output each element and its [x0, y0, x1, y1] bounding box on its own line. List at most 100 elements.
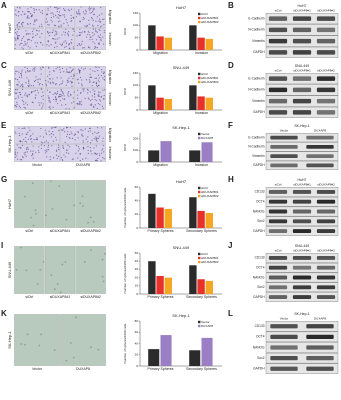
cell-dot — [26, 151, 28, 153]
cell-dot — [97, 348, 100, 351]
cell-dot — [78, 9, 80, 11]
cell-dot — [85, 13, 87, 15]
cell-dot — [16, 101, 18, 103]
cell-dot — [14, 13, 16, 15]
cell-dot — [92, 24, 94, 26]
cell-dot — [31, 30, 34, 32]
cell-dot — [78, 43, 80, 46]
cell-dot — [26, 104, 28, 106]
cell-dot — [77, 97, 79, 99]
cell-dot — [75, 144, 77, 146]
cell-dot — [83, 68, 85, 70]
cell-dot — [73, 134, 75, 136]
cell-dot — [94, 70, 96, 73]
lane-label: siDUXAP8#2 — [80, 295, 100, 299]
cell-dot — [30, 40, 33, 42]
cell-dot — [54, 25, 56, 27]
cell-dot — [46, 89, 49, 91]
cell-dot — [66, 127, 68, 129]
cell-dot — [16, 105, 18, 108]
cell-dot — [79, 103, 81, 106]
cell-dot — [19, 93, 22, 96]
cell-dot — [103, 18, 105, 20]
cell-dot — [39, 268, 42, 271]
cell-dot — [46, 149, 48, 151]
cell-dot — [32, 133, 34, 135]
cell-dot — [16, 155, 18, 157]
panel-letter: L — [228, 309, 233, 318]
cell-dot — [94, 96, 96, 98]
cell-dot — [53, 349, 56, 352]
cell-dot — [22, 157, 24, 159]
cell-dot — [63, 71, 65, 73]
cell-dot — [98, 99, 101, 101]
protein-label: Vimentin — [252, 39, 265, 43]
cell-dot — [92, 220, 95, 223]
cell-dot — [65, 104, 67, 106]
cell-dot — [17, 37, 19, 39]
cell-dot — [19, 158, 21, 161]
cell-dot — [28, 39, 30, 41]
cell-dot — [55, 100, 57, 102]
cell-dot — [47, 81, 49, 83]
cell-dot — [32, 69, 34, 71]
cell-dot — [41, 88, 43, 90]
bar — [156, 207, 164, 228]
cell-dot — [18, 71, 20, 73]
cell-dot — [102, 148, 104, 150]
bar — [164, 208, 172, 228]
cell-dot — [40, 11, 42, 13]
y-tick-label: 50 — [135, 251, 139, 255]
blot-band — [292, 27, 312, 33]
panel-letter: E — [1, 121, 7, 130]
blot-band — [306, 324, 334, 329]
cell-dot — [56, 8, 58, 10]
cell-dot — [62, 80, 64, 82]
cell-dot — [58, 148, 60, 151]
cell-dot — [70, 17, 72, 19]
cell-dot — [68, 77, 70, 79]
cell-line-label: SK-Hep-1 — [7, 330, 12, 348]
blot-lane-label: siDUXAP8#2 — [317, 8, 335, 12]
legend-label: siCtrl — [201, 186, 208, 190]
cell-dot — [57, 13, 59, 16]
cell-dot — [33, 9, 35, 11]
cell-dot — [89, 12, 91, 14]
cell-dot — [39, 25, 41, 27]
cell-dot — [97, 24, 99, 27]
bar — [156, 97, 164, 110]
cell-dot — [64, 34, 66, 36]
cell-dot — [100, 74, 102, 77]
blot-band — [268, 50, 288, 55]
protein-label: Sox2 — [257, 285, 264, 289]
cell-dot — [101, 127, 103, 129]
cell-dot — [91, 103, 93, 105]
cell-dot — [103, 151, 105, 153]
cell-dot — [20, 23, 23, 25]
cell-dot — [44, 141, 46, 143]
cell-dot — [60, 93, 62, 95]
cell-dot — [57, 66, 59, 68]
cell-dot — [28, 80, 30, 83]
cell-dot — [78, 10, 80, 12]
cell-dot — [40, 42, 42, 44]
micrograph — [44, 28, 76, 50]
lane-label: siDUXAP8#2 — [80, 229, 100, 233]
y-tick-label: 150 — [133, 71, 138, 75]
cell-dot — [19, 246, 22, 249]
cell-dot — [97, 91, 100, 93]
cell-dot — [17, 22, 20, 24]
cell-dot — [101, 25, 103, 27]
cell-dot — [21, 141, 23, 143]
cell-dot — [45, 156, 48, 158]
bar — [201, 337, 213, 366]
cell-dot — [89, 8, 92, 10]
cell-dot — [45, 132, 47, 134]
cell-dot — [24, 151, 27, 153]
cell-dot — [18, 147, 20, 149]
cell-dot — [45, 21, 47, 23]
cell-dot — [77, 146, 79, 148]
cell-dot — [39, 82, 41, 85]
blot-band — [268, 87, 288, 93]
cell-dot — [56, 7, 58, 9]
